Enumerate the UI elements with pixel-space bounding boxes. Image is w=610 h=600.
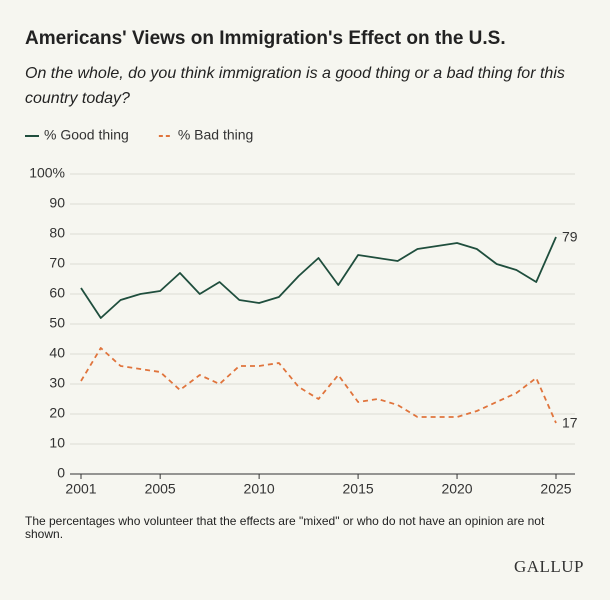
chart-subtitle: On the whole, do you think immigration i… bbox=[25, 65, 565, 107]
y-tick-label: 30 bbox=[49, 375, 65, 391]
series-line bbox=[80, 236, 557, 319]
series-line bbox=[80, 347, 557, 424]
y-tick-label: 70 bbox=[49, 255, 65, 271]
legend-label: % Good thing bbox=[44, 127, 129, 143]
x-tick-label: 2001 bbox=[65, 481, 96, 497]
y-tick-label: 20 bbox=[49, 405, 65, 421]
x-tick-label: 2025 bbox=[540, 481, 571, 497]
x-tick-label: 2005 bbox=[145, 481, 176, 497]
x-tick-label: 2010 bbox=[244, 481, 275, 497]
y-tick-label: 90 bbox=[49, 195, 65, 211]
x-tick-label: 2015 bbox=[343, 481, 374, 497]
y-tick-label: 60 bbox=[49, 285, 65, 301]
chart: 0 10 20 30 40 50 60 70 80 90 100% 2001 2005 2010 2015 2… bbox=[25, 127, 578, 497]
x-tick-label: 2020 bbox=[441, 481, 472, 497]
source-logo: GALLUP bbox=[513, 557, 584, 576]
end-value-label: 79 bbox=[562, 229, 578, 245]
end-value-label: 17 bbox=[562, 415, 578, 431]
legend-label: % Bad thing bbox=[178, 127, 254, 143]
y-tick-label: 10 bbox=[49, 435, 65, 451]
y-tick-label: 40 bbox=[49, 345, 65, 361]
y-tick-label: 50 bbox=[49, 315, 65, 331]
y-tick-label: 0 bbox=[57, 465, 65, 481]
y-tick-label: 80 bbox=[49, 225, 65, 241]
chart-title: Americans' Views on Immigration's Effect… bbox=[25, 28, 506, 49]
y-tick-label: 100% bbox=[29, 165, 65, 181]
footnote: The percentages who volunteer that the e… bbox=[25, 514, 545, 541]
